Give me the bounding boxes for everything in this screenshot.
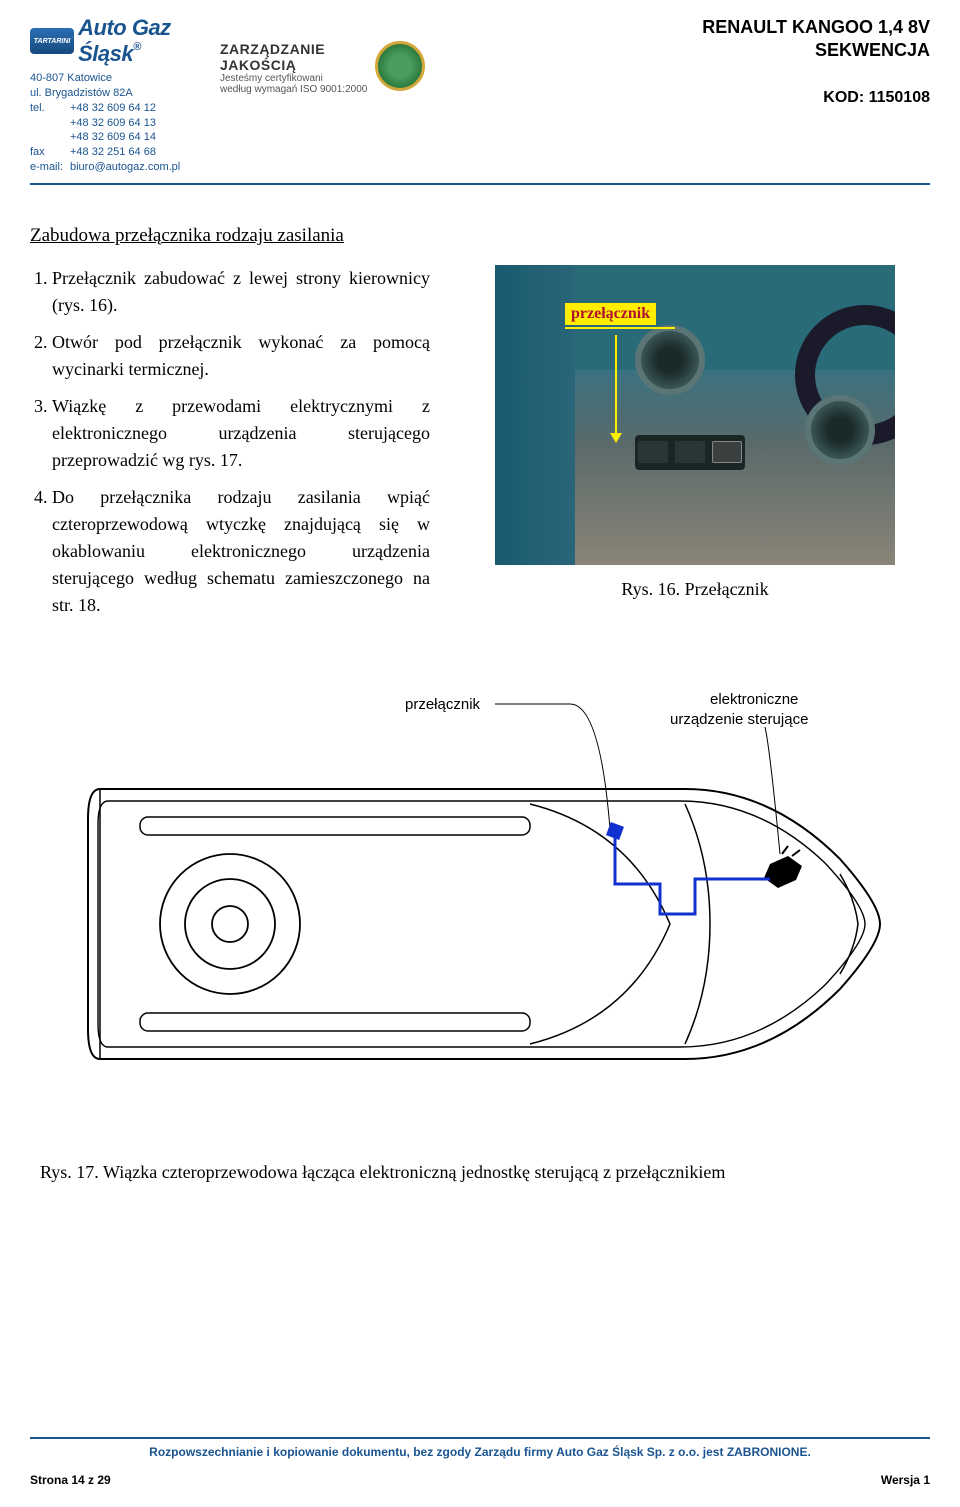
instruction-list: Przełącznik zabudować z lewej strony kie…	[30, 265, 430, 629]
list-item: Wiązkę z przewodami elektrycznymi z elek…	[52, 393, 430, 474]
figure-17-caption: Rys. 17. Wiązka czteroprzewodowa łącząca…	[40, 1162, 930, 1183]
tel-1: +48 32 609 64 12	[70, 101, 156, 116]
photo-callout: przełącznik	[565, 303, 656, 325]
list-item: Przełącznik zabudować z lewej strony kie…	[52, 265, 430, 319]
figure-16-photo: przełącznik	[495, 265, 895, 565]
quality-title-2: JAKOŚCIĄ	[220, 57, 367, 73]
quality-title-1: ZARZĄDZANIE	[220, 41, 367, 57]
tel-3: +48 32 609 64 14	[70, 130, 156, 145]
diagram-label-ecu-1: elektroniczne	[710, 691, 798, 708]
list-item: Otwór pod przełącznik wykonać za pomocą …	[52, 329, 430, 383]
fax-label: fax	[30, 145, 70, 160]
brand-text: Auto Gaz Śląsk	[78, 15, 171, 66]
figure-16-caption: Rys. 16. Przełącznik	[460, 579, 930, 600]
list-item: Do przełącznika rodzaju zasilania wpiąć …	[52, 484, 430, 619]
header-contact-block: TARTARINI Auto Gaz Śląsk® 40-807 Katowic…	[30, 15, 220, 175]
section-title: Zabudowa przełącznika rodzaju zasilania	[30, 225, 930, 247]
tel-label: tel.	[30, 101, 70, 116]
tartarini-logo: TARTARINI	[30, 28, 74, 54]
footer-notice: Rozpowszechnianie i kopiowanie dokumentu…	[30, 1437, 930, 1459]
brand-name: Auto Gaz Śląsk®	[78, 15, 220, 67]
page-footer: Rozpowszechnianie i kopiowanie dokumentu…	[0, 1437, 960, 1487]
tel-2: +48 32 609 64 13	[70, 116, 156, 131]
page-header: TARTARINI Auto Gaz Śląsk® 40-807 Katowic…	[30, 15, 930, 185]
kod-label: KOD: 1150108	[430, 89, 930, 107]
email-label: e-mail:	[30, 160, 70, 175]
ecu-icon	[764, 846, 802, 888]
quality-note-2: według wymagań ISO 9001:2000	[220, 84, 367, 95]
vehicle-name: RENAULT KANGOO 1,4 8V	[430, 17, 930, 38]
diagram-label-ecu-2: urządzenie sterujące	[670, 711, 808, 728]
diagram-label-switch: przełącznik	[405, 696, 481, 713]
fax-number: +48 32 251 64 68	[70, 145, 156, 160]
address-line-2: ul. Brygadzistów 82A	[30, 86, 220, 101]
quality-note-1: Jesteśmy certyfikowani	[220, 73, 367, 84]
footer-page: Strona 14 z 29	[30, 1473, 111, 1487]
iso-badge-icon	[375, 41, 425, 91]
brand-reg: ®	[133, 41, 141, 53]
address-line-1: 40-807 Katowice	[30, 71, 220, 86]
figure-17-diagram: przełącznik elektroniczne urządzenie ste…	[70, 689, 890, 1119]
footer-version: Wersja 1	[881, 1473, 930, 1487]
email-address: biuro@autogaz.com.pl	[70, 160, 180, 175]
quality-block: ZARZĄDZANIE JAKOŚCIĄ Jesteśmy certyfikow…	[220, 15, 430, 95]
system-name: SEKWENCJA	[430, 40, 930, 61]
